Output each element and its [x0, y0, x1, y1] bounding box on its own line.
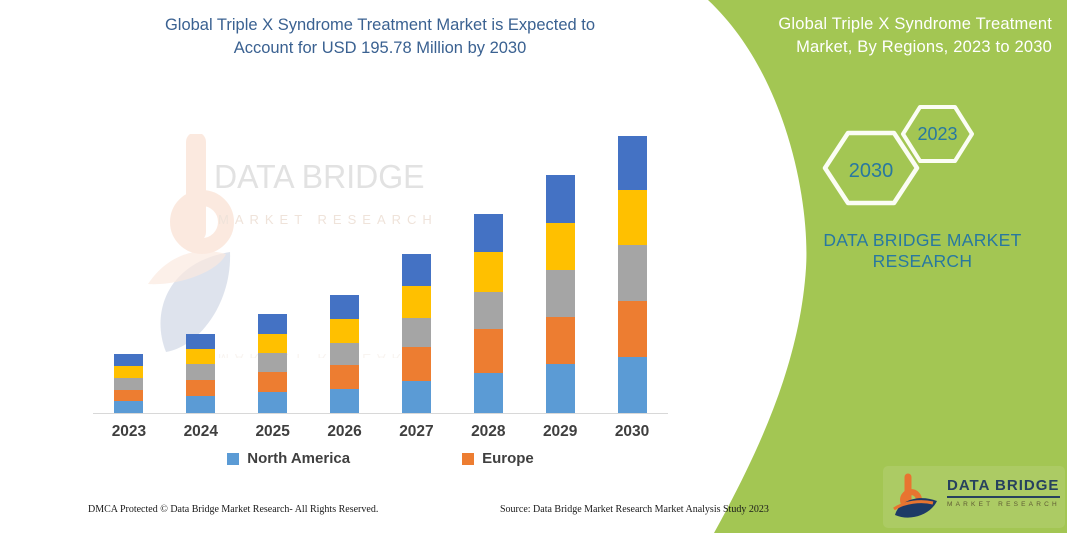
bar-segment [330, 343, 360, 365]
bar-segment [401, 381, 431, 413]
bar-segment [330, 389, 360, 413]
hexagon-year-2023: 2023 [917, 124, 958, 144]
bar-segment [401, 254, 431, 286]
hexagon-front [901, 105, 974, 163]
stacked-bar-2025 [258, 314, 288, 413]
legend-label: North America [247, 450, 351, 467]
bar-column-2026 [309, 120, 381, 413]
bar-segment [186, 380, 216, 396]
bar-column-2028 [452, 120, 524, 413]
company-logo-text: DATA BRIDGE MARKET RESEARCH [947, 477, 1060, 508]
bar-segment [473, 252, 503, 292]
x-axis-label: 2030 [614, 423, 650, 440]
bar-segment [545, 317, 575, 364]
panel-brand-line1: DATA BRIDGE MARKET [823, 230, 1022, 250]
stacked-bar-2028 [473, 214, 503, 413]
plot-area [93, 120, 668, 414]
chart-legend: North America Europe [93, 450, 668, 467]
bar-segment [258, 372, 288, 392]
source-note: Source: Data Bridge Market Research Mark… [500, 504, 769, 515]
hexagon-back [822, 130, 920, 206]
bar-segment [186, 334, 216, 349]
bar-segment [401, 286, 431, 318]
company-logo-brand: DATA BRIDGE [947, 477, 1060, 498]
side-panel-title-line1: Global Triple X Syndrome Treatment [778, 15, 1052, 33]
legend-label: Europe [482, 450, 534, 467]
panel-brand-text: DATA BRIDGE MARKET RESEARCH [800, 230, 1045, 272]
page-title-line2: Account for USD 195.78 Million by 2030 [233, 38, 527, 57]
bar-segment [473, 292, 503, 329]
bar-column-2023 [93, 120, 165, 413]
bar-segment [330, 295, 360, 319]
hexagon-year-2030: 2030 [848, 160, 894, 182]
page-title: Global Triple X Syndrome Treatment Marke… [105, 14, 655, 59]
bar-segment [114, 354, 144, 366]
bar-segment [330, 319, 360, 343]
side-panel-title-line2: Market, By Regions, 2023 to 2030 [796, 38, 1052, 56]
bar-segment [186, 364, 216, 380]
x-axis-label: 2025 [255, 423, 290, 440]
side-panel-title: Global Triple X Syndrome Treatment Marke… [730, 13, 1052, 59]
x-axis-label: 2028 [471, 423, 506, 440]
bar-segment [545, 223, 575, 270]
x-axis-labels: 2023 2024 2025 2026 2027 2028 2029 2030 [93, 423, 668, 441]
bar-segment [114, 390, 144, 401]
stacked-bar-2029 [545, 175, 575, 413]
bar-segment [473, 373, 503, 413]
stacked-bar-2027 [401, 254, 431, 413]
bar-segment [617, 301, 647, 357]
bar-column-2029 [524, 120, 596, 413]
stacked-bar-2023 [114, 354, 144, 413]
bar-segment [545, 270, 575, 317]
bar-segment [617, 245, 647, 301]
panel-brand-line2: RESEARCH [872, 251, 973, 271]
company-logo-icon [893, 473, 937, 518]
legend-swatch-icon [462, 452, 475, 465]
bar-segment [330, 365, 360, 389]
legend-swatch-icon [227, 452, 240, 465]
bar-segment [114, 401, 144, 413]
bar-segment [258, 353, 288, 372]
bar-column-2030 [596, 120, 668, 413]
bar-segment [114, 366, 144, 378]
bar-segment [258, 314, 288, 334]
bar-segment [401, 347, 431, 381]
legend-item: Europe [462, 450, 534, 467]
stacked-bar-2026 [330, 295, 360, 413]
page-title-line1: Global Triple X Syndrome Treatment Marke… [164, 16, 596, 34]
x-axis-label: 2027 [399, 423, 434, 440]
bar-segment [617, 190, 647, 245]
x-axis-label: 2024 [183, 423, 219, 440]
stacked-bar-2024 [186, 334, 216, 413]
x-axis-label: 2029 [542, 423, 578, 440]
stacked-bar-2030 [617, 136, 647, 413]
dmca-notice: DMCA Protected © Data Bridge Market Rese… [88, 504, 379, 515]
company-logo: DATA BRIDGE MARKET RESEARCH [883, 466, 1065, 528]
stacked-bar-chart: 2023 2024 2025 2026 2027 2028 2029 2030 North A… [93, 120, 668, 467]
bar-segment [401, 318, 431, 347]
x-axis-label: 2026 [327, 423, 362, 440]
bar-segment [473, 329, 503, 373]
bar-segment [617, 136, 647, 190]
x-axis-label: 2023 [111, 423, 147, 440]
bar-segment [114, 378, 144, 390]
bar-column-2025 [237, 120, 309, 413]
bar-segment [186, 349, 216, 364]
bar-column-2024 [165, 120, 237, 413]
company-logo-sub: MARKET RESEARCH [947, 501, 1060, 508]
bar-segment [258, 334, 288, 353]
legend-item: North America [227, 450, 350, 467]
bar-segment [545, 364, 575, 413]
bar-column-2027 [381, 120, 453, 413]
bar-segment [186, 396, 216, 413]
bar-segment [258, 392, 288, 413]
hexagon-badges [822, 105, 974, 206]
bar-segment [545, 175, 575, 223]
bar-segment [617, 357, 647, 413]
bar-segment [473, 214, 503, 252]
